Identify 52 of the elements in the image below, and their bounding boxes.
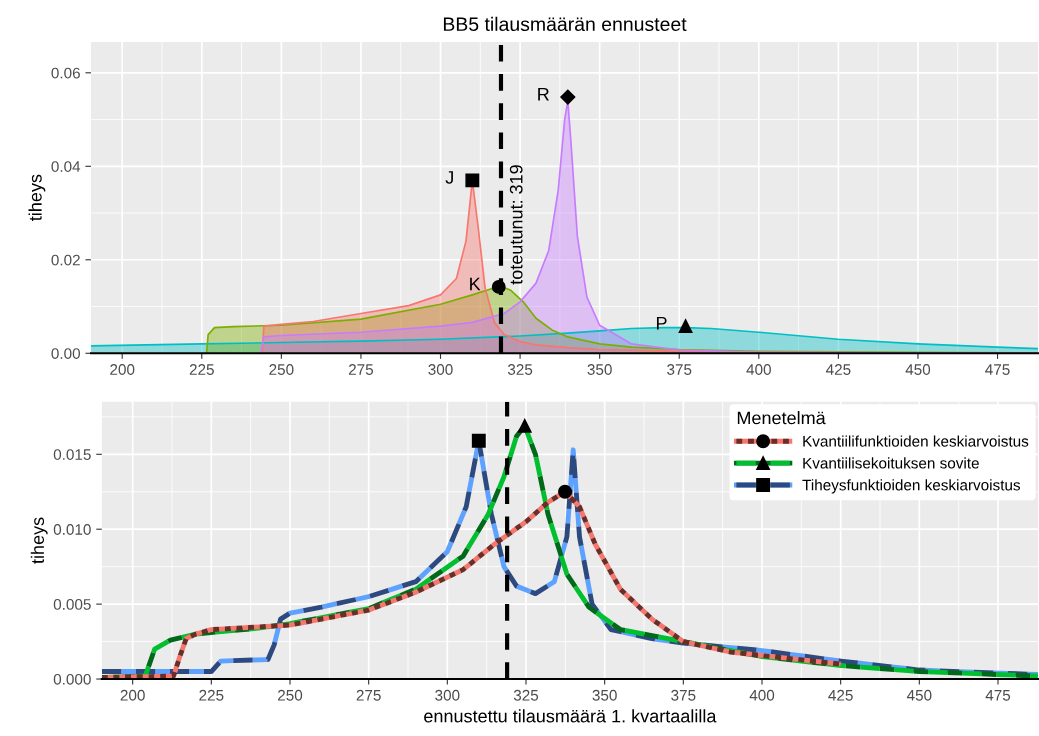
y-tick-label: 0.010 <box>53 524 91 535</box>
x-tick-label: 200 <box>110 364 135 375</box>
chart-title: BB5 tilausmäärän ennusteet <box>443 16 687 32</box>
x-tick-label: 425 <box>828 689 853 701</box>
x-tick-label: 325 <box>513 689 539 701</box>
y-axis-title: tiheys <box>28 174 46 221</box>
y-tick-label: 0.06 <box>51 67 80 79</box>
y-tick-label: 0.000 <box>53 673 91 685</box>
y-tick-label: 0.04 <box>51 161 81 172</box>
x-tick-label: 300 <box>428 364 453 375</box>
point <box>471 433 486 448</box>
y-tick-label: 0.00 <box>51 348 81 359</box>
x-tick-label: 400 <box>746 364 771 375</box>
x-tick-label: 475 <box>985 690 1011 701</box>
y-tick-label: 0.015 <box>53 449 91 460</box>
x-tick-label: 325 <box>507 364 533 375</box>
x-tick-label: 475 <box>985 364 1010 375</box>
x-tick-label: 225 <box>189 364 214 375</box>
x-tick-label: 350 <box>587 364 612 375</box>
x-tick-label: 250 <box>278 689 303 701</box>
x-tick-label: 275 <box>356 689 381 701</box>
legend-label: Kvantiilifunktioiden keskiarvoistus <box>803 435 1029 447</box>
point <box>517 418 532 433</box>
y-axis-title: tiheys <box>30 517 48 564</box>
point <box>678 319 693 334</box>
x-axis-title: ennustettu tilausmäärä 1. kvartaalilla <box>424 709 717 723</box>
legend-title: Menetelmä <box>737 411 826 425</box>
point <box>558 484 572 499</box>
point <box>560 89 576 105</box>
series-label: R <box>538 87 549 101</box>
point <box>465 173 480 188</box>
legend-label: Kvantiilisekoituksen sovite <box>803 457 979 469</box>
x-tick-label: 350 <box>592 689 617 701</box>
x-tick-label: 300 <box>435 689 460 701</box>
x-tick-label: 250 <box>269 364 294 375</box>
y-tick-label: 0.005 <box>53 598 91 610</box>
series-label: J <box>445 171 453 184</box>
legend-label: Tiheysfunktioiden keskiarvoistus <box>802 479 1021 494</box>
point <box>491 279 506 294</box>
x-tick-label: 450 <box>905 364 931 375</box>
x-tick-label: 200 <box>120 689 145 701</box>
x-tick-label: 375 <box>667 364 692 375</box>
x-tick-label: 425 <box>825 364 851 375</box>
x-tick-label: 375 <box>671 689 696 701</box>
ref-line-label: toteutunut: 319 <box>509 165 523 285</box>
x-tick-label: 275 <box>348 364 374 375</box>
x-tick-label: 450 <box>906 689 932 701</box>
series-label: K <box>470 277 481 291</box>
x-tick-label: 400 <box>749 689 775 701</box>
x-tick-label: 225 <box>199 689 224 701</box>
series-label: P <box>656 317 667 330</box>
y-tick-label: 0.02 <box>51 254 80 266</box>
